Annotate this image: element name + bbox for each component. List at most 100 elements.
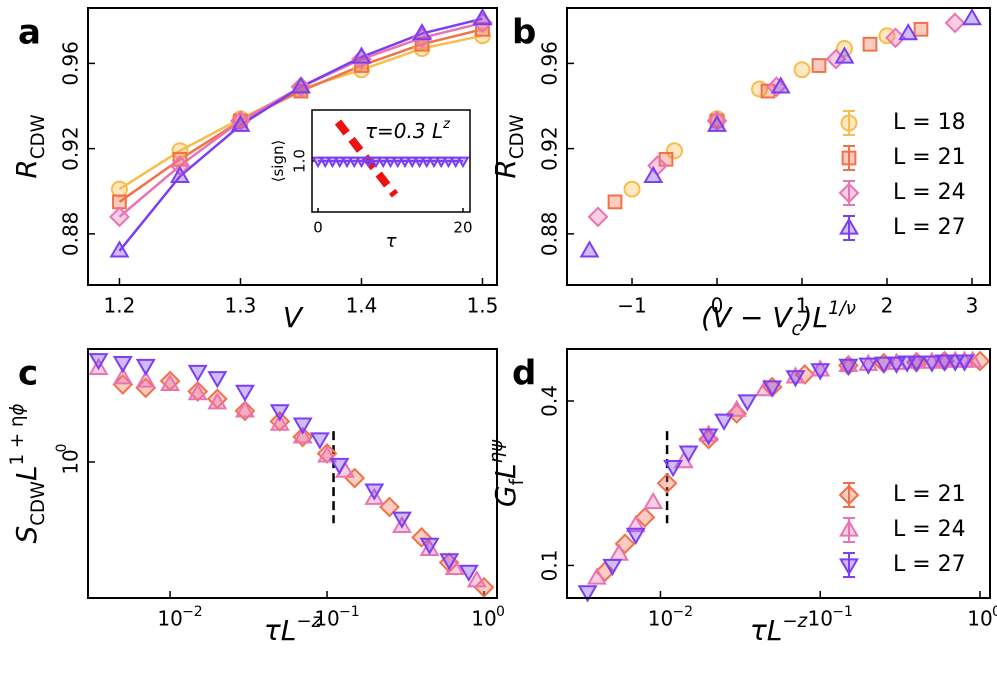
x-tick-label: 3: [966, 294, 979, 318]
data-point: [634, 506, 656, 528]
label-part: L: [10, 465, 43, 481]
legend-marker: [839, 558, 859, 576]
annotation: τ=0.3 Lz: [365, 117, 451, 143]
y-tick-label: 0.92: [538, 126, 562, 171]
x-tick-label: 1: [796, 294, 809, 318]
x-tick-exponent: 0: [992, 604, 997, 620]
data-point: [290, 76, 312, 98]
legend-label: L = 27: [893, 215, 966, 240]
data-point: [292, 426, 313, 444]
axes-frame: [566, 7, 991, 286]
legend-marker: [838, 182, 860, 204]
x-tick-label: 1.3: [225, 294, 257, 318]
x-tick-label: 10: [157, 607, 182, 631]
y-axis-label: ⟨sign⟩: [269, 140, 287, 183]
data-point: [109, 206, 130, 228]
data-point: [726, 399, 747, 417]
label-part: τL: [264, 614, 296, 647]
series-line: [118, 34, 483, 191]
legend-marker: [839, 519, 859, 537]
data-point: [944, 12, 966, 34]
data-point: [419, 537, 440, 556]
series-line: [118, 28, 483, 203]
data-point: [234, 400, 255, 418]
legend-marker: [839, 217, 859, 235]
x-tick-label: 0: [711, 294, 724, 318]
y-tick-label: 1.0: [291, 149, 309, 173]
data-point: [921, 355, 942, 373]
label-part: ϕ: [7, 404, 28, 416]
y-tick-exponent: 0: [54, 444, 70, 453]
data-point: [172, 151, 188, 167]
data-point: [309, 432, 330, 450]
label-part: CDW: [28, 481, 49, 526]
data-point: [785, 370, 806, 388]
label-part: τ=0.3: [365, 119, 432, 143]
data-point: [110, 180, 128, 198]
data-point: [187, 381, 209, 402]
data-point: [292, 417, 313, 435]
data-point: [602, 558, 623, 577]
data-point: [473, 576, 495, 598]
legend-label: L = 24: [893, 180, 966, 205]
data-point: [472, 8, 493, 26]
legend-label: L = 24: [893, 517, 966, 542]
data-point: [625, 514, 646, 533]
data-point: [413, 39, 431, 57]
x-axis-label: V: [283, 301, 304, 334]
data-point: [625, 527, 646, 545]
x-tick-label: 2: [881, 294, 894, 318]
data-point: [906, 355, 927, 373]
legend-label: L = 27: [893, 552, 966, 577]
data-point: [709, 113, 725, 129]
data-point: [643, 165, 664, 183]
label-part: (V − V: [701, 301, 793, 334]
label-part: z: [442, 117, 451, 132]
data-point: [475, 21, 490, 37]
label-part: G: [489, 485, 522, 507]
data-point: [913, 21, 929, 37]
x-tick-label: 1.5: [467, 294, 499, 318]
label-part: ψ: [486, 439, 507, 452]
data-point: [586, 567, 607, 585]
x-tick-label: 1.4: [346, 294, 378, 318]
data-point: [391, 511, 412, 529]
label-part: c: [792, 319, 802, 340]
y-axis-label: RCDW: [489, 114, 528, 178]
x-tick-label: 0: [313, 219, 323, 237]
data-point: [838, 358, 859, 377]
x-tick-label: 20: [453, 219, 472, 237]
legend-marker: [838, 484, 860, 506]
data-point: [135, 358, 156, 377]
label-part: L: [489, 463, 522, 479]
data-point: [329, 457, 350, 476]
label-part: 1/ν: [828, 298, 856, 319]
data-point: [858, 357, 879, 375]
legend-marker: [841, 150, 857, 166]
data-point: [834, 46, 855, 64]
axes-frame: [87, 348, 498, 599]
data-point: [109, 240, 130, 258]
data-point: [678, 445, 699, 463]
data-point: [135, 377, 157, 399]
data-point: [207, 371, 228, 389]
label-part: S: [10, 526, 43, 544]
label-part: )L: [800, 301, 829, 334]
data-point: [623, 180, 641, 198]
data-point: [351, 46, 372, 64]
data-point: [234, 400, 256, 422]
data-point: [317, 445, 338, 463]
data-point: [737, 394, 758, 412]
data-point: [898, 22, 919, 41]
x-tick-label: 1.2: [104, 294, 136, 318]
axes-frame: [87, 7, 498, 286]
label-part: R: [489, 159, 522, 178]
data-point: [656, 472, 678, 494]
label-part: R: [10, 159, 43, 178]
data-point: [577, 585, 598, 603]
x-axis-label: τL−z: [750, 611, 808, 648]
y-tick-label: 0.4: [538, 385, 562, 417]
label-part: −z: [782, 611, 807, 632]
